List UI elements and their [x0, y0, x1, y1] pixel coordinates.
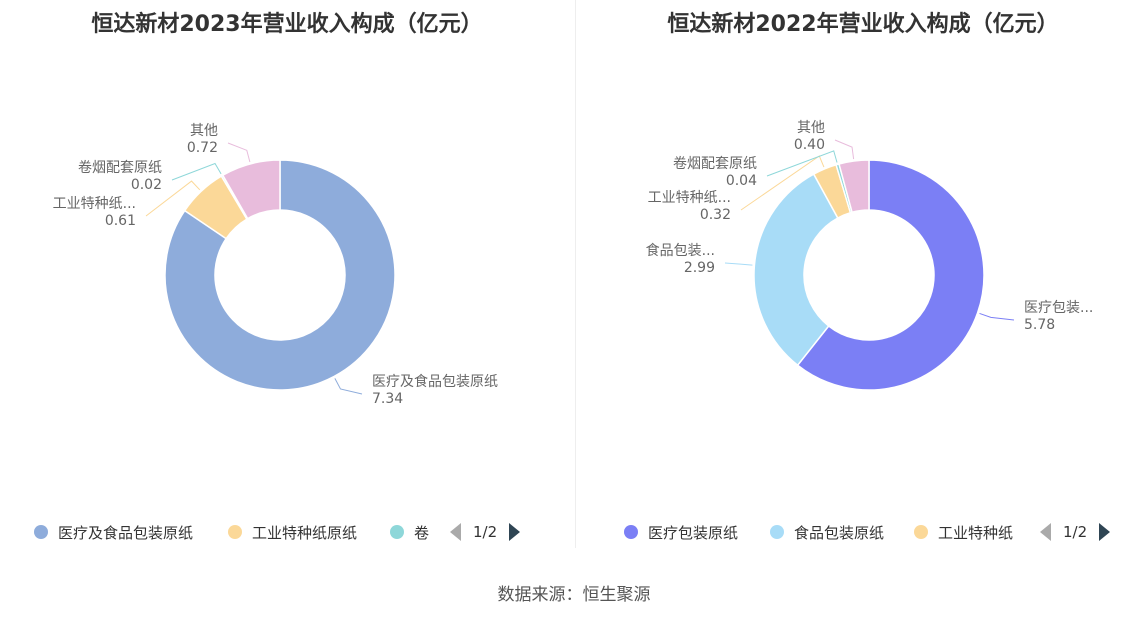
slice-label: 卷烟配套原纸 [673, 156, 757, 172]
chart-panel-2022: 恒达新材2022年营业收入构成（亿元） 医疗包装... 5.78 食品包装... 2.… [576, 0, 1148, 560]
legend-2022: 医疗包装原纸 食品包装原纸 工业特种纸 1/2 [576, 518, 1148, 548]
slice-value-label: 0.40 [794, 137, 825, 153]
slice-value-label: 5.78 [1024, 317, 1055, 333]
label-leader-line [171, 162, 222, 181]
slice-label: 其他 [797, 120, 825, 136]
legend-item[interactable]: 医疗包装原纸 [624, 518, 738, 546]
legend-label: 医疗包装原纸 [648, 523, 739, 542]
donut-slice[interactable] [796, 159, 985, 391]
slice-value-label: 0.61 [105, 213, 136, 229]
legend-page-number: 1/2 [473, 523, 498, 541]
slice-value-label: 0.32 [700, 207, 731, 223]
legend-pager: 1/2 [1040, 518, 1111, 546]
slice-label: 食品包装... [646, 242, 715, 259]
donut-slice[interactable] [753, 173, 839, 367]
donut-slice[interactable] [164, 159, 396, 391]
legend-label: 医疗及食品包装原纸 [58, 523, 194, 542]
slice-label: 卷烟配套原纸 [78, 160, 162, 176]
next-page-icon[interactable] [509, 523, 521, 541]
label-leader-line [145, 180, 201, 217]
legend-marker [770, 525, 784, 539]
label-leader-line [979, 312, 1015, 321]
legend-marker [624, 525, 638, 539]
legend-marker [228, 525, 242, 539]
legend-label: 工业特种纸原纸 [252, 523, 358, 542]
chart-panel-2023: 恒达新材2023年营业收入构成（亿元） 医疗及食品包装原纸 7.34 工业特种纸..… [0, 0, 574, 560]
donut-slice[interactable] [838, 159, 870, 214]
legend-marker [390, 525, 404, 539]
slice-value-label: 0.02 [131, 177, 162, 193]
slice-value-label: 0.04 [726, 173, 757, 189]
legend-label: 工业特种纸 [938, 523, 1014, 542]
legend-marker [914, 525, 928, 539]
legend-marker [34, 525, 48, 539]
slice-label: 医疗及食品包装原纸 [372, 373, 498, 390]
legend-pager: 1/2 [450, 518, 521, 546]
donut-slice[interactable] [221, 159, 281, 220]
slice-label: 医疗包装... [1024, 300, 1093, 316]
legend-label: 卷 [414, 523, 430, 542]
legend-item[interactable]: 卷 [390, 518, 429, 546]
legend-item[interactable]: 工业特种纸 [914, 518, 1013, 546]
slice-value-label: 2.99 [684, 260, 715, 276]
panel-divider [575, 0, 576, 548]
legend-2023: 医疗及食品包装原纸 工业特种纸原纸 卷 1/2 [0, 518, 574, 548]
prev-page-icon[interactable] [1040, 523, 1051, 541]
slice-label: 工业特种纸... [53, 196, 136, 212]
chart-title: 恒达新材2022年营业收入构成（亿元） [667, 12, 1059, 37]
next-page-icon[interactable] [1099, 523, 1111, 541]
slice-label: 其他 [190, 123, 218, 139]
legend-item[interactable]: 医疗及食品包装原纸 [34, 518, 193, 546]
label-leader-line [334, 378, 363, 395]
legend-label: 食品包装原纸 [794, 523, 885, 542]
data-source-note: 数据来源：恒生聚源 [497, 585, 651, 605]
label-leader-line [834, 139, 855, 160]
label-leader-line [227, 142, 251, 163]
slice-value-label: 0.72 [187, 140, 218, 156]
slice-value-label: 7.34 [372, 391, 403, 407]
chart-title: 恒达新材2023年营业收入构成（亿元） [91, 12, 483, 37]
label-leader-line [766, 150, 838, 177]
slice-label: 工业特种纸... [648, 190, 731, 206]
prev-page-icon[interactable] [450, 523, 461, 541]
legend-item[interactable]: 工业特种纸原纸 [228, 518, 357, 546]
label-leader-line [724, 262, 753, 266]
legend-item[interactable]: 食品包装原纸 [770, 518, 884, 546]
donut-chart-2022: 医疗包装...5.78 食品包装...2.99 工业特种纸...0.32 卷烟配套原纸… [646, 120, 1093, 391]
legend-page-number: 1/2 [1063, 523, 1088, 541]
